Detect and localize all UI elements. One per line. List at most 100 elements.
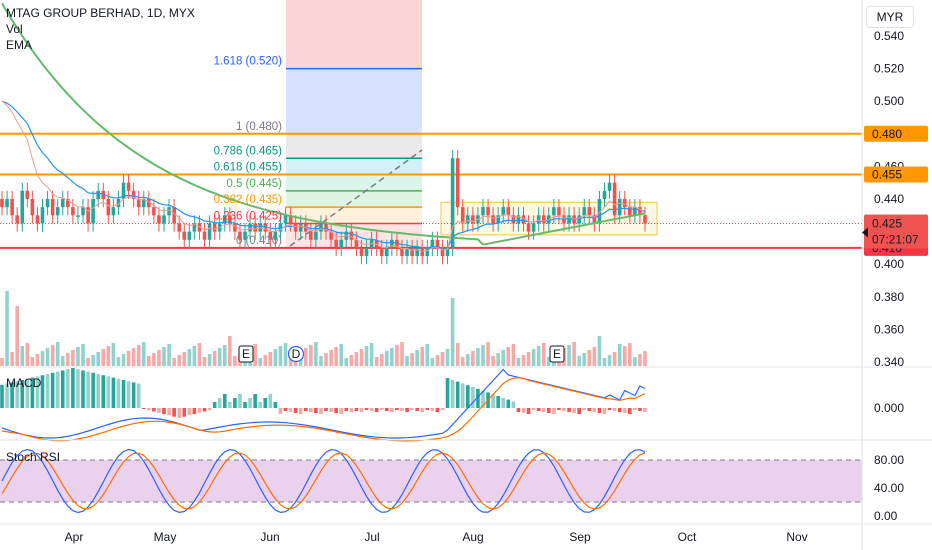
volume-bar [465, 354, 470, 366]
candle-body [20, 190, 25, 224]
candle-body [268, 231, 273, 240]
volume-bar [192, 346, 197, 366]
volume-bar [450, 298, 455, 366]
volume-bar [314, 342, 318, 366]
macd-histogram-bar [288, 408, 293, 412]
macd-histogram-bar [268, 394, 273, 408]
fib-level-label: 0.5 (0.445) [226, 178, 282, 190]
price-tick-label: 0.520 [874, 62, 904, 76]
candle-body [602, 190, 607, 199]
macd-histogram-bar [577, 408, 581, 414]
candle-body [86, 207, 90, 224]
macd-histogram-bar [283, 408, 288, 411]
earnings-marker-label: E [553, 347, 561, 361]
macd-histogram-bar [177, 408, 182, 418]
level-price-tag [864, 125, 928, 142]
level-price-tag [864, 166, 928, 183]
candles [0, 150, 647, 265]
candle-body [30, 199, 35, 216]
fib-level-label: 0.236 (0.425) [214, 210, 283, 222]
candle-body [253, 223, 257, 232]
volume-bar [374, 357, 379, 366]
volume-bar [329, 350, 333, 366]
volume-bar [491, 356, 495, 366]
price-tick-label: 0.360 [874, 322, 904, 336]
macd-histogram-bar [425, 408, 430, 410]
macd-histogram-bar [106, 376, 111, 408]
macd-histogram-bar [607, 408, 612, 410]
volume-bar [531, 349, 536, 366]
volume-bar [577, 356, 581, 366]
candle-body [415, 247, 419, 257]
volume-bar [379, 354, 384, 366]
volume-bar [445, 349, 450, 366]
volume-bar [622, 346, 627, 366]
currency-selector[interactable]: MYR [866, 6, 914, 28]
macd-histogram-bar [329, 408, 333, 412]
macd-histogram-bar [506, 399, 511, 408]
volume-bar [430, 358, 435, 366]
candle-body [329, 231, 333, 240]
volume-bar [121, 354, 126, 366]
volume-bar [202, 357, 207, 366]
candle-body [273, 231, 278, 240]
macd-histogram-bar [258, 402, 263, 408]
volume-bar [228, 336, 232, 366]
volume-bar [587, 350, 592, 366]
candle-body [491, 215, 495, 224]
volume-bar [643, 351, 647, 366]
macd-histogram-bar [86, 371, 90, 408]
macd-histogram-bar [531, 408, 536, 410]
candle-body [0, 199, 4, 208]
volume-bar [0, 358, 4, 366]
macd-histogram-bar [638, 408, 642, 411]
fib-level-label: 0 (0.410) [236, 235, 282, 247]
macd-histogram-bar [15, 381, 19, 408]
candle-body [607, 182, 612, 191]
candle-body [496, 215, 500, 224]
time-axis-label: Jun [260, 530, 279, 544]
stoch-pane-label[interactable]: Stoch RSI [6, 450, 61, 464]
ema-indicator-label[interactable]: EMA [6, 38, 33, 52]
fib-zone [286, 174, 422, 191]
earnings-marker [238, 345, 254, 363]
macd-histogram-bar [60, 370, 65, 408]
macd-histogram-bar [450, 379, 455, 408]
volume-bar [349, 355, 354, 366]
level-price-tag-label: 0.455 [872, 168, 902, 182]
macd-histogram-bar [263, 398, 268, 408]
candle-body [40, 207, 45, 224]
volume-bar [536, 346, 541, 366]
macd-histogram-bar [20, 380, 25, 408]
horizontal-levels[interactable] [0, 132, 862, 249]
macd-histogram-bar [400, 408, 404, 411]
vol-indicator-label[interactable]: Vol [6, 22, 23, 36]
candle-body [288, 215, 293, 224]
volume-bar [30, 357, 35, 366]
macd-histogram-bar [567, 408, 571, 412]
volume-bar [197, 343, 202, 366]
volume-bar [541, 343, 546, 366]
candle-body [81, 207, 85, 216]
candle-body [66, 199, 70, 208]
macd-histogram-bar [228, 402, 232, 408]
volume-bar [521, 355, 526, 366]
volume-bar [384, 351, 389, 366]
candle-body [121, 182, 126, 199]
candle-body [471, 215, 475, 224]
macd-histogram-bar [552, 408, 556, 414]
symbol-title[interactable]: MTAG GROUP BERHAD, 1D, MYX [6, 6, 195, 20]
volume-bar [50, 345, 55, 366]
macd-histogram-bar [157, 408, 161, 413]
macd-pane-label[interactable]: MACD [6, 376, 42, 390]
candle-body [521, 215, 526, 224]
candle-body [526, 223, 531, 232]
volume-bar [278, 346, 283, 366]
candle-body [167, 207, 171, 216]
candle-body [136, 199, 141, 208]
macd-histogram-bar [152, 408, 156, 412]
volume-bar [222, 345, 227, 366]
candle-body [5, 199, 9, 208]
macd-histogram-bar [182, 408, 187, 417]
